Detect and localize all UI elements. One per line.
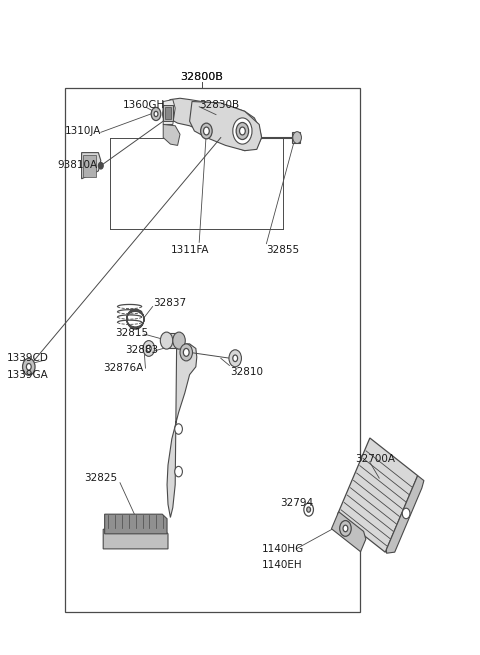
Circle shape: [201, 123, 212, 139]
Text: 93810A: 93810A: [58, 160, 98, 170]
Circle shape: [236, 122, 249, 140]
Circle shape: [175, 466, 182, 477]
Circle shape: [304, 503, 313, 516]
Polygon shape: [167, 344, 197, 517]
Text: 32810: 32810: [230, 367, 264, 377]
Polygon shape: [163, 124, 180, 145]
Text: 32825: 32825: [84, 473, 117, 483]
Polygon shape: [82, 153, 101, 179]
Bar: [65, 88, 360, 612]
Text: 1140HG: 1140HG: [262, 544, 304, 554]
Text: 1310JA: 1310JA: [65, 126, 101, 136]
Text: 32700A: 32700A: [355, 453, 395, 464]
Text: 1311FA: 1311FA: [170, 245, 209, 255]
Polygon shape: [167, 333, 179, 348]
Circle shape: [151, 107, 161, 121]
Text: 32837: 32837: [154, 298, 187, 309]
Circle shape: [183, 348, 189, 356]
Circle shape: [233, 118, 252, 144]
Circle shape: [233, 355, 238, 362]
Circle shape: [26, 364, 31, 370]
Text: 32855: 32855: [266, 245, 300, 255]
Polygon shape: [105, 514, 167, 534]
Text: 32883: 32883: [125, 345, 158, 356]
Polygon shape: [386, 476, 424, 553]
Polygon shape: [337, 438, 418, 552]
Text: 32800B: 32800B: [180, 72, 223, 83]
Circle shape: [293, 132, 301, 143]
Text: 1140EH: 1140EH: [262, 559, 302, 570]
Circle shape: [175, 424, 182, 434]
Circle shape: [98, 162, 103, 169]
Circle shape: [160, 332, 173, 349]
Circle shape: [343, 525, 348, 532]
Text: 1360GH: 1360GH: [122, 100, 165, 110]
Circle shape: [173, 332, 185, 349]
Text: 32800B: 32800B: [180, 72, 223, 83]
Text: 32830B: 32830B: [199, 100, 240, 110]
Polygon shape: [190, 102, 262, 151]
Text: 1339GA: 1339GA: [7, 369, 49, 380]
Polygon shape: [165, 107, 171, 119]
Circle shape: [402, 508, 410, 519]
Circle shape: [23, 358, 35, 375]
Circle shape: [180, 344, 192, 361]
Circle shape: [240, 127, 245, 135]
Text: 32876A: 32876A: [103, 363, 144, 373]
Circle shape: [154, 111, 158, 117]
Polygon shape: [163, 100, 175, 124]
Polygon shape: [163, 105, 173, 121]
Text: 32794: 32794: [280, 498, 313, 508]
Text: 32815: 32815: [115, 328, 148, 338]
Circle shape: [146, 345, 151, 352]
Circle shape: [143, 341, 155, 356]
Polygon shape: [332, 512, 366, 552]
Polygon shape: [83, 155, 96, 177]
Circle shape: [307, 507, 311, 512]
Polygon shape: [163, 98, 262, 151]
Circle shape: [340, 521, 351, 536]
Text: 1339CD: 1339CD: [7, 353, 49, 364]
Polygon shape: [103, 529, 168, 549]
Polygon shape: [292, 132, 300, 143]
Circle shape: [163, 109, 170, 119]
Circle shape: [204, 127, 209, 135]
Circle shape: [229, 350, 241, 367]
